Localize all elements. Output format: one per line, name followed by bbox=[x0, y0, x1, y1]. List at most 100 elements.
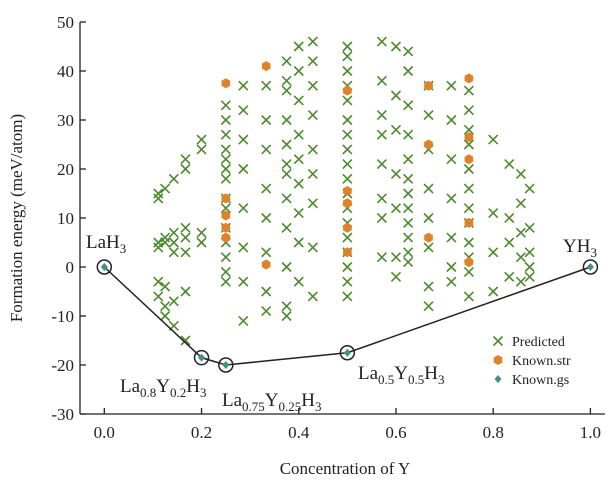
predicted-point bbox=[281, 168, 292, 179]
predicted-point bbox=[403, 129, 414, 140]
predicted-point bbox=[281, 75, 292, 86]
predicted-point bbox=[160, 301, 171, 312]
predicted-point bbox=[423, 281, 434, 292]
predicted-point bbox=[307, 168, 318, 179]
predicted-point bbox=[342, 291, 353, 302]
predicted-point bbox=[446, 114, 457, 126]
predicted-point bbox=[293, 276, 304, 287]
predicted-point bbox=[293, 65, 304, 77]
legend-marker bbox=[492, 335, 504, 347]
predicted-point bbox=[160, 237, 171, 248]
annotation-part: H bbox=[186, 376, 200, 397]
predicted-point bbox=[403, 173, 414, 184]
predicted-point bbox=[220, 100, 231, 111]
known-str-point bbox=[261, 61, 271, 72]
annotation: La0.75Y0.25H3 bbox=[222, 390, 322, 414]
predicted-point bbox=[261, 114, 272, 126]
annotation-part: 3 bbox=[438, 372, 445, 387]
legend-label: Known.gs bbox=[512, 373, 569, 388]
predicted-point bbox=[220, 276, 231, 287]
predicted-point bbox=[168, 237, 179, 248]
predicted-point bbox=[293, 208, 304, 219]
predicted-point bbox=[504, 271, 515, 282]
predicted-point bbox=[261, 183, 272, 194]
predicted-point bbox=[342, 276, 353, 287]
predicted-point bbox=[390, 168, 402, 179]
predicted-point bbox=[180, 232, 191, 243]
predicted-point bbox=[342, 232, 353, 243]
predicted-point bbox=[463, 124, 474, 135]
predicted-point bbox=[238, 80, 249, 91]
predicted-point bbox=[261, 80, 272, 91]
annotation-part: Y bbox=[394, 363, 408, 384]
annotation: La0.8Y0.2H3 bbox=[120, 376, 207, 400]
annotation-part: H bbox=[301, 390, 315, 411]
predicted-point bbox=[196, 134, 207, 145]
annotation: La0.5Y0.5H3 bbox=[358, 363, 445, 387]
predicted-point bbox=[261, 212, 272, 224]
predicted-point bbox=[342, 129, 353, 140]
predicted-point bbox=[390, 90, 402, 101]
y-tick-label: 30 bbox=[57, 111, 74, 130]
y-tick-label: -30 bbox=[51, 405, 74, 424]
annotation-part: La bbox=[358, 363, 379, 384]
predicted-point bbox=[342, 144, 353, 155]
predicted-point bbox=[220, 266, 231, 277]
predicted-point bbox=[390, 203, 402, 214]
predicted-point bbox=[342, 173, 353, 184]
predicted-point bbox=[281, 56, 292, 67]
known-gs-point bbox=[222, 361, 230, 369]
predicted-point bbox=[238, 276, 249, 287]
predicted-point bbox=[293, 41, 304, 52]
predicted-point bbox=[220, 144, 231, 155]
predicted-point bbox=[342, 159, 353, 170]
predicted-point bbox=[307, 36, 318, 47]
predicted-point bbox=[281, 261, 292, 273]
y-tick-label: 40 bbox=[57, 62, 74, 81]
predicted-point bbox=[196, 237, 207, 248]
predicted-point bbox=[293, 178, 304, 189]
predicted-point bbox=[238, 105, 249, 116]
predicted-point bbox=[168, 296, 179, 307]
annotation: LaH3 bbox=[86, 232, 126, 256]
predicted-point bbox=[376, 129, 387, 140]
predicted-point bbox=[160, 183, 171, 194]
predicted-point bbox=[390, 41, 402, 52]
known-str-point bbox=[261, 259, 271, 270]
predicted-point bbox=[238, 315, 249, 326]
predicted-point bbox=[463, 105, 474, 116]
predicted-point bbox=[293, 95, 304, 106]
y-tick-label: 50 bbox=[57, 13, 74, 32]
predicted-point bbox=[446, 193, 457, 204]
hull-circle bbox=[218, 357, 234, 373]
legend-marker bbox=[494, 375, 502, 383]
x-tick-label: 0.2 bbox=[191, 423, 212, 442]
predicted-point bbox=[168, 173, 179, 184]
predicted-point bbox=[390, 124, 402, 135]
predicted-point bbox=[238, 163, 249, 175]
predicted-point bbox=[446, 154, 457, 165]
annotation-part: 0.5 bbox=[378, 372, 394, 387]
predicted-point bbox=[281, 310, 292, 322]
legend-label: Known.str bbox=[512, 354, 571, 369]
predicted-point bbox=[281, 193, 292, 204]
predicted-point bbox=[403, 217, 414, 228]
predicted-point bbox=[307, 80, 318, 91]
predicted-point bbox=[180, 154, 191, 165]
predicted-point bbox=[376, 36, 387, 47]
predicted-point bbox=[515, 252, 526, 263]
predicted-point bbox=[307, 56, 318, 67]
predicted-point bbox=[261, 306, 272, 317]
predicted-point bbox=[446, 261, 457, 273]
predicted-point bbox=[180, 335, 191, 346]
predicted-point bbox=[307, 242, 318, 253]
hull-circle bbox=[193, 349, 210, 366]
predicted-point bbox=[463, 266, 474, 277]
predicted-point bbox=[403, 203, 414, 214]
predicted-point bbox=[261, 247, 272, 258]
known-str-point bbox=[221, 210, 231, 221]
predicted-point bbox=[504, 237, 515, 248]
predicted-point bbox=[403, 232, 414, 243]
annotation-part: H bbox=[424, 363, 438, 384]
